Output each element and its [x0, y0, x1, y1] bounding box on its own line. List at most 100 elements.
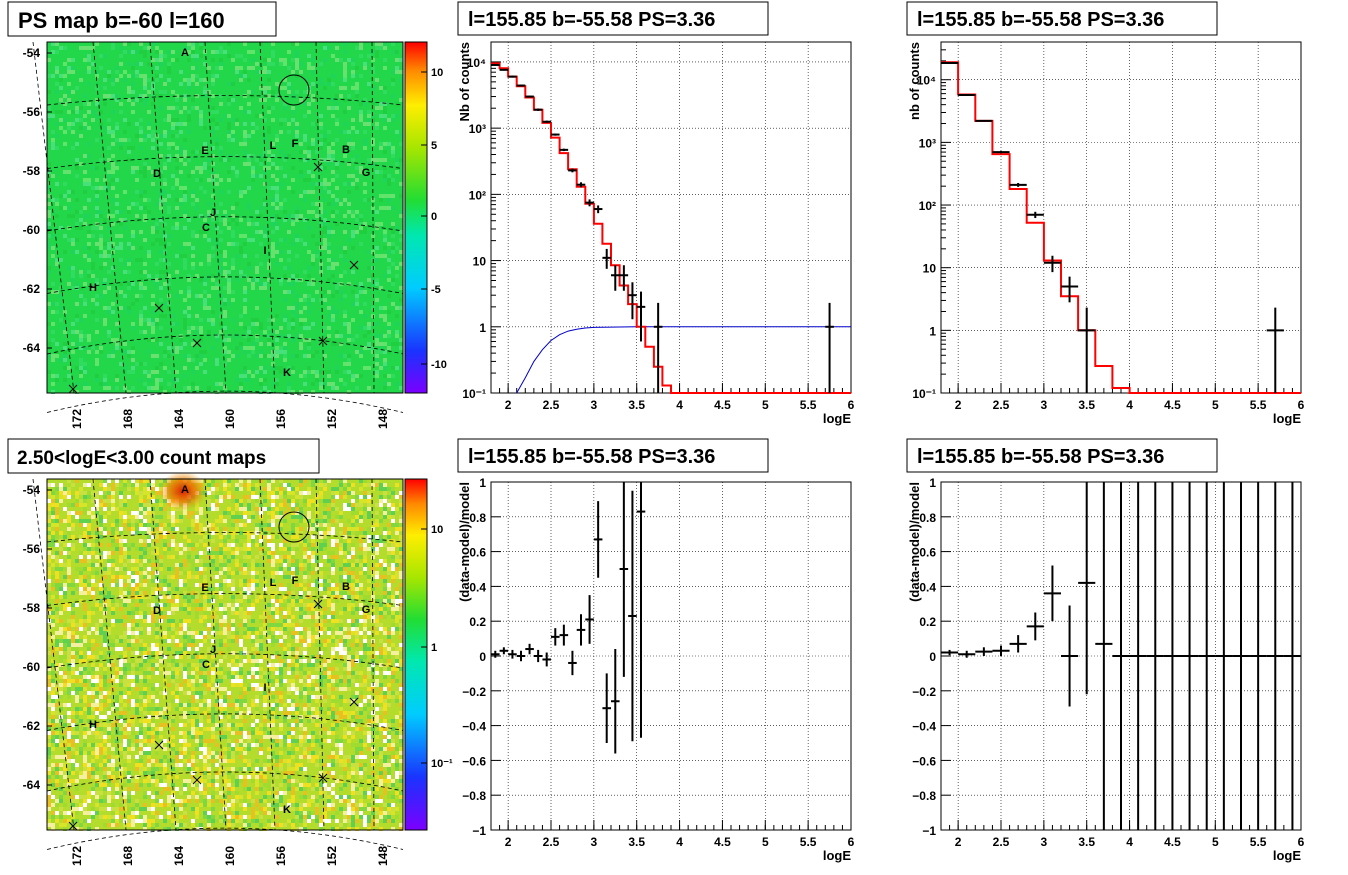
map-x-tick-label: 152: [325, 846, 339, 866]
x-tick-label: 5: [762, 835, 769, 849]
data-point: [560, 149, 569, 151]
x-tick-label: 5.5: [800, 398, 817, 412]
x-tick-label: 5.5: [1250, 398, 1267, 412]
source-label-j: J: [210, 207, 216, 219]
source-label-l: L: [270, 140, 277, 152]
resid-right-title: l=155.85 b=-55.58 PS=3.36: [917, 446, 1164, 468]
data-point: [975, 120, 992, 121]
y-tick-label: −0.8: [462, 789, 486, 803]
x-tick-label: 2: [505, 398, 512, 412]
colorbar: [405, 479, 427, 830]
x-tick-label: 4.5: [714, 835, 731, 849]
y-tick-label: 0: [479, 650, 486, 664]
data-point: [491, 64, 500, 65]
map-x-tick-label: 152: [325, 409, 339, 429]
x-tick-label: 6: [848, 835, 855, 849]
residual-right-chart: 2 2.5 3 3.5 4 4.5 5 5.5 6−1−0.8−0.6−0.4−0.200.20…: [907, 476, 1305, 863]
data-point: [534, 109, 543, 111]
x-axis-label: logE: [823, 411, 851, 426]
map-y-tick-label: -62: [23, 282, 41, 296]
x-tick-label: 2: [505, 835, 512, 849]
source-label-b: B: [342, 581, 350, 593]
spectrum-left-chart: 2 2.5 3 3.5 4 4.5 5 5.5 610⁻¹11010²10³10⁴logENb …: [457, 42, 855, 426]
x-tick-label: 2.5: [543, 398, 560, 412]
y-tick-label: 10³: [469, 122, 486, 136]
x-tick-label: 3: [591, 398, 598, 412]
source-label-c: C: [202, 659, 210, 671]
data-point: [941, 63, 958, 64]
x-tick-label: 3: [1041, 835, 1048, 849]
resid-right-title-box: l=155.85 b=-55.58 PS=3.36: [907, 439, 1217, 472]
colorbar-tick-label: 10⁻¹: [431, 758, 453, 770]
map-x-tick-label: 148: [376, 409, 390, 429]
x-tick-label: 6: [1298, 835, 1305, 849]
x-tick-label: 4: [1126, 835, 1133, 849]
spec-right-title-box: l=155.85 b=-55.58 PS=3.36: [907, 2, 1217, 35]
data-point: [500, 69, 509, 71]
y-tick-label: −0.4: [462, 720, 486, 734]
y-axis-label: (data-model)/model: [907, 482, 922, 602]
x-tick-label: 2.5: [993, 835, 1010, 849]
y-tick-label: −1: [922, 824, 936, 838]
x-tick-label: 5: [1212, 835, 1219, 849]
map-x-tick-label: 172: [70, 846, 84, 866]
y-axis-label: (data-model)/model: [457, 482, 472, 602]
x-tick-label: 4: [1126, 398, 1133, 412]
map-y-tick-label: -58: [23, 164, 41, 178]
x-tick-label: 3.5: [628, 398, 645, 412]
y-tick-label: −0.2: [462, 685, 486, 699]
data-point: [958, 95, 975, 96]
source-label-d: D: [153, 168, 161, 180]
spec-left-title-box: l=155.85 b=-55.58 PS=3.36: [458, 2, 768, 35]
x-axis-label: logE: [1273, 411, 1301, 426]
source-label-f: F: [292, 138, 299, 150]
x-tick-label: 5: [762, 398, 769, 412]
y-tick-label: −1: [472, 824, 486, 838]
x-tick-label: 4: [676, 398, 683, 412]
source-label-c: C: [202, 222, 210, 234]
source-label-g: G: [362, 604, 371, 616]
source-label-f: F: [292, 575, 299, 587]
source-label-e: E: [201, 145, 208, 157]
map-y-tick-label: -54: [23, 483, 41, 497]
colorbar-tick-label: -10: [431, 359, 447, 371]
spectrum-right-chart: 2 2.5 3 3.5 4 4.5 5 5.5 610⁻¹11010²10³10⁴logEnb …: [907, 42, 1305, 426]
x-tick-label: 4.5: [1164, 398, 1181, 412]
x-tick-label: 4.5: [714, 398, 731, 412]
colorbar: [405, 42, 427, 393]
y-tick-label: −0.8: [912, 789, 936, 803]
source-label-a: A: [181, 484, 189, 496]
x-tick-label: 2: [955, 835, 962, 849]
source-label-l: L: [270, 577, 277, 589]
x-tick-label: 3.5: [1078, 835, 1095, 849]
map-x-tick-label: 164: [172, 409, 186, 429]
data-point: [517, 85, 526, 87]
map-x-tick-label: 156: [274, 409, 288, 429]
map-x-tick-label: 172: [70, 409, 84, 429]
colorbar-tick-label: 5: [431, 140, 437, 152]
map-top-title: PS map b=-60 l=160: [18, 8, 225, 33]
map-x-tick-label: 160: [223, 846, 237, 866]
x-tick-label: 6: [848, 398, 855, 412]
y-tick-label: 1: [929, 476, 936, 490]
y-axis-label: nb of counts: [907, 42, 922, 120]
map-top-title-box: PS map b=-60 l=160: [8, 2, 276, 36]
y-tick-label: 1: [929, 324, 936, 338]
source-label-k: K: [283, 367, 291, 379]
map-bottom-title-box: 2.50<logE<3.00 count maps: [8, 439, 319, 473]
y-tick-label: −0.2: [912, 685, 936, 699]
x-tick-label: 5.5: [1250, 835, 1267, 849]
y-tick-label: −0.6: [912, 754, 936, 768]
colorbar-tick-label: 1: [431, 642, 437, 654]
y-tick-label: 0: [929, 650, 936, 664]
map-x-tick-label: 160: [223, 409, 237, 429]
y-tick-label: 10²: [919, 199, 936, 213]
y-tick-label: 10: [923, 262, 937, 276]
y-tick-label: 10⁻¹: [912, 387, 936, 401]
map-y-tick-label: -64: [23, 778, 41, 792]
y-tick-label: 1: [479, 476, 486, 490]
source-label-k: K: [283, 804, 291, 816]
map-y-tick-label: -64: [23, 341, 41, 355]
